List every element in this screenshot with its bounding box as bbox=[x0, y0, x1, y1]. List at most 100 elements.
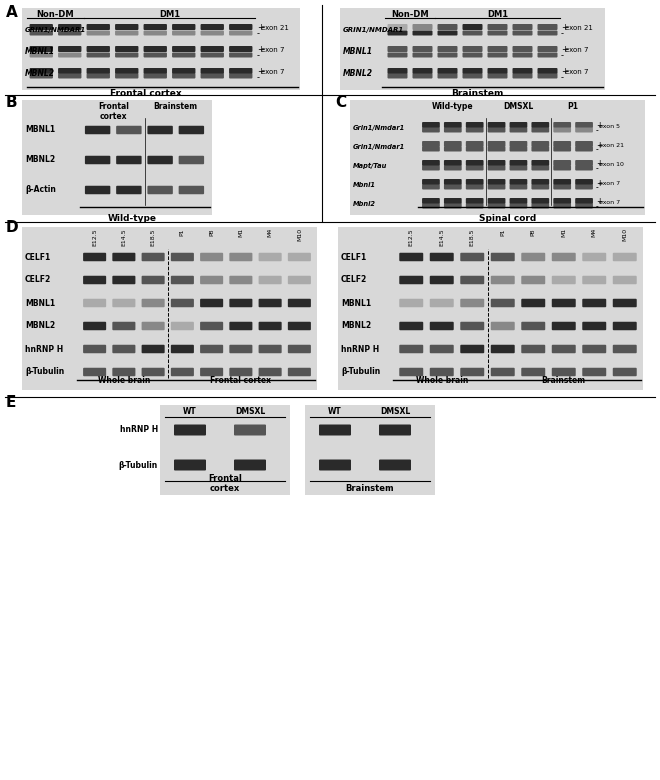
FancyBboxPatch shape bbox=[553, 127, 571, 133]
FancyBboxPatch shape bbox=[144, 30, 167, 36]
FancyBboxPatch shape bbox=[612, 276, 637, 284]
FancyBboxPatch shape bbox=[510, 179, 527, 185]
FancyBboxPatch shape bbox=[200, 276, 223, 284]
FancyBboxPatch shape bbox=[488, 165, 506, 171]
FancyBboxPatch shape bbox=[200, 253, 223, 261]
FancyBboxPatch shape bbox=[430, 253, 453, 261]
Text: exon 21: exon 21 bbox=[599, 143, 624, 148]
FancyBboxPatch shape bbox=[510, 198, 527, 204]
FancyBboxPatch shape bbox=[513, 46, 533, 52]
FancyBboxPatch shape bbox=[30, 30, 53, 36]
Text: +: + bbox=[561, 23, 568, 32]
Text: CELF2: CELF2 bbox=[25, 275, 51, 285]
FancyBboxPatch shape bbox=[171, 367, 194, 376]
FancyBboxPatch shape bbox=[144, 68, 167, 74]
FancyBboxPatch shape bbox=[488, 198, 506, 204]
Text: MBNL1: MBNL1 bbox=[25, 299, 55, 307]
Bar bbox=[350, 100, 645, 215]
FancyBboxPatch shape bbox=[171, 345, 194, 353]
FancyBboxPatch shape bbox=[531, 204, 549, 208]
FancyBboxPatch shape bbox=[466, 141, 484, 147]
FancyBboxPatch shape bbox=[553, 198, 571, 204]
FancyBboxPatch shape bbox=[142, 253, 164, 261]
FancyBboxPatch shape bbox=[387, 73, 407, 79]
FancyBboxPatch shape bbox=[229, 52, 252, 58]
FancyBboxPatch shape bbox=[288, 253, 311, 261]
Text: β-Actin: β-Actin bbox=[25, 186, 56, 194]
FancyBboxPatch shape bbox=[537, 73, 558, 79]
FancyBboxPatch shape bbox=[200, 299, 223, 307]
FancyBboxPatch shape bbox=[115, 30, 139, 36]
FancyBboxPatch shape bbox=[491, 299, 515, 307]
Text: +: + bbox=[257, 23, 264, 32]
Text: Frontal
cortex: Frontal cortex bbox=[98, 102, 129, 122]
FancyBboxPatch shape bbox=[521, 253, 545, 261]
FancyBboxPatch shape bbox=[422, 147, 440, 151]
Text: +: + bbox=[257, 45, 264, 54]
FancyBboxPatch shape bbox=[444, 185, 462, 190]
Text: β-Tubulin: β-Tubulin bbox=[341, 367, 380, 377]
FancyBboxPatch shape bbox=[86, 24, 110, 30]
FancyBboxPatch shape bbox=[531, 127, 549, 133]
FancyBboxPatch shape bbox=[319, 459, 351, 470]
Text: Mbnl1: Mbnl1 bbox=[353, 182, 376, 188]
FancyBboxPatch shape bbox=[201, 30, 224, 36]
FancyBboxPatch shape bbox=[412, 46, 432, 52]
FancyBboxPatch shape bbox=[58, 30, 81, 36]
Text: -: - bbox=[561, 29, 564, 38]
Text: E14.5: E14.5 bbox=[440, 228, 444, 246]
FancyBboxPatch shape bbox=[259, 321, 282, 330]
FancyBboxPatch shape bbox=[379, 459, 411, 470]
FancyBboxPatch shape bbox=[575, 141, 593, 147]
Text: E12.5: E12.5 bbox=[92, 228, 97, 246]
Text: DMSXL: DMSXL bbox=[380, 407, 410, 416]
FancyBboxPatch shape bbox=[521, 367, 545, 376]
Bar bbox=[22, 100, 212, 215]
FancyBboxPatch shape bbox=[438, 46, 457, 52]
Text: Spinal cord: Spinal cord bbox=[479, 214, 536, 223]
Text: -: - bbox=[596, 165, 599, 173]
FancyBboxPatch shape bbox=[319, 424, 351, 435]
FancyBboxPatch shape bbox=[531, 165, 549, 171]
FancyBboxPatch shape bbox=[201, 68, 224, 74]
FancyBboxPatch shape bbox=[553, 165, 571, 171]
FancyBboxPatch shape bbox=[288, 345, 311, 353]
Text: Grin1/Nmdar1: Grin1/Nmdar1 bbox=[353, 144, 405, 150]
FancyBboxPatch shape bbox=[422, 204, 440, 208]
Bar bbox=[22, 227, 317, 390]
Text: β-Tubulin: β-Tubulin bbox=[119, 460, 158, 470]
FancyBboxPatch shape bbox=[463, 30, 482, 36]
Text: MBNL1: MBNL1 bbox=[343, 48, 373, 56]
FancyBboxPatch shape bbox=[387, 68, 407, 74]
Text: P1: P1 bbox=[500, 228, 506, 236]
Text: CELF1: CELF1 bbox=[25, 253, 51, 261]
FancyBboxPatch shape bbox=[30, 24, 53, 30]
FancyBboxPatch shape bbox=[430, 299, 453, 307]
FancyBboxPatch shape bbox=[553, 147, 571, 151]
FancyBboxPatch shape bbox=[444, 160, 462, 166]
FancyBboxPatch shape bbox=[575, 198, 593, 204]
Text: DM1: DM1 bbox=[487, 10, 508, 19]
Text: MBNL2: MBNL2 bbox=[25, 155, 55, 165]
Text: exon 7: exon 7 bbox=[261, 69, 284, 75]
FancyBboxPatch shape bbox=[460, 321, 484, 330]
Text: M10: M10 bbox=[622, 228, 627, 241]
FancyBboxPatch shape bbox=[521, 276, 545, 284]
Text: exon 7: exon 7 bbox=[599, 181, 620, 186]
FancyBboxPatch shape bbox=[142, 299, 164, 307]
FancyBboxPatch shape bbox=[86, 52, 110, 58]
Text: +: + bbox=[561, 67, 568, 76]
FancyBboxPatch shape bbox=[144, 73, 167, 79]
FancyBboxPatch shape bbox=[144, 46, 167, 52]
Text: GRIN1/NMDAR1: GRIN1/NMDAR1 bbox=[343, 27, 404, 33]
FancyBboxPatch shape bbox=[510, 122, 527, 128]
FancyBboxPatch shape bbox=[83, 299, 106, 307]
FancyBboxPatch shape bbox=[612, 253, 637, 261]
FancyBboxPatch shape bbox=[112, 299, 135, 307]
FancyBboxPatch shape bbox=[229, 46, 252, 52]
FancyBboxPatch shape bbox=[171, 253, 194, 261]
FancyBboxPatch shape bbox=[510, 147, 527, 151]
Text: Whole brain: Whole brain bbox=[98, 376, 150, 385]
FancyBboxPatch shape bbox=[575, 127, 593, 133]
FancyBboxPatch shape bbox=[513, 24, 533, 30]
